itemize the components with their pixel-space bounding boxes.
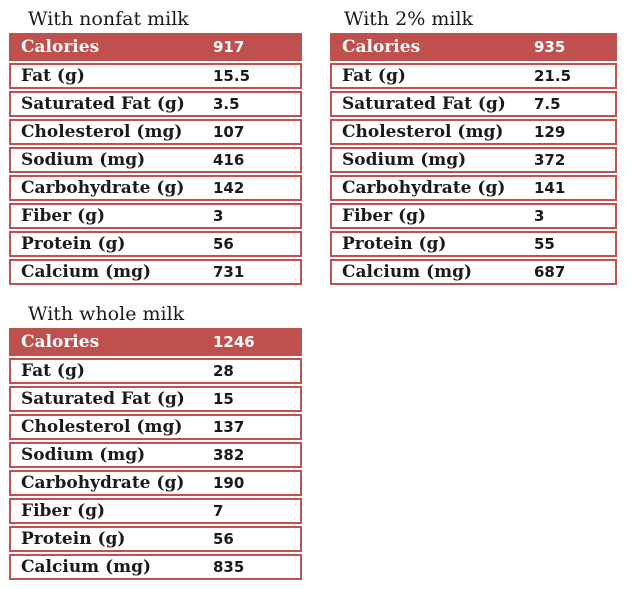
row-label: Protein (g) — [342, 234, 447, 254]
table-row: Sodium (mg) 372 — [330, 147, 617, 173]
row-value: 731 — [213, 263, 245, 281]
table-row: Protein (g) 55 — [330, 231, 617, 257]
row-value: 3 — [534, 207, 545, 225]
nutrition-table-nonfat-milk: With nonfat milk Calories 917 Fat (g) 15… — [9, 7, 302, 285]
row-value: 835 — [213, 558, 245, 576]
row-label: Carbohydrate (g) — [21, 473, 185, 493]
table-row: Carbohydrate (g) 142 — [9, 175, 302, 201]
header-label: Calories — [21, 37, 100, 57]
row-label: Cholesterol (mg) — [342, 122, 504, 142]
row-value: 3.5 — [213, 95, 240, 113]
row-label: Calcium (mg) — [342, 262, 473, 282]
row-label: Fat (g) — [342, 66, 406, 86]
header-value: 917 — [213, 38, 245, 56]
table-row: Fiber (g) 3 — [330, 203, 617, 229]
row-value: 382 — [213, 446, 245, 464]
row-value: 15.5 — [213, 67, 251, 85]
row-value: 56 — [213, 235, 234, 253]
table-header-row: Calories 1246 — [9, 328, 302, 356]
row-label: Cholesterol (mg) — [21, 417, 183, 437]
row-label: Saturated Fat (g) — [21, 389, 185, 409]
row-value: 190 — [213, 474, 245, 492]
row-value: 416 — [213, 151, 245, 169]
table-row: Protein (g) 56 — [9, 526, 302, 552]
table-row: Cholesterol (mg) 107 — [9, 119, 302, 145]
row-value: 3 — [213, 207, 224, 225]
table-row: Fiber (g) 7 — [9, 498, 302, 524]
table-row: Fat (g) 15.5 — [9, 63, 302, 89]
table-row: Protein (g) 56 — [9, 231, 302, 257]
row-label: Protein (g) — [21, 234, 126, 254]
row-value: 129 — [534, 123, 566, 141]
row-label: Carbohydrate (g) — [342, 178, 506, 198]
row-label: Carbohydrate (g) — [21, 178, 185, 198]
row-label: Fiber (g) — [21, 501, 106, 521]
table-row: Cholesterol (mg) 137 — [9, 414, 302, 440]
table-row: Calcium (mg) 835 — [9, 554, 302, 580]
header-value: 935 — [534, 38, 566, 56]
table-row: Fat (g) 28 — [9, 358, 302, 384]
nutrition-table-whole-milk: With whole milk Calories 1246 Fat (g) 28… — [9, 302, 302, 580]
row-label: Sodium (mg) — [342, 150, 467, 170]
table-title: With 2% milk — [344, 8, 474, 30]
row-value: 7 — [213, 502, 224, 520]
row-label: Saturated Fat (g) — [21, 94, 185, 114]
row-label: Fiber (g) — [342, 206, 427, 226]
table-row: Carbohydrate (g) 190 — [9, 470, 302, 496]
row-value: 142 — [213, 179, 245, 197]
row-label: Sodium (mg) — [21, 445, 146, 465]
table-row: Saturated Fat (g) 15 — [9, 386, 302, 412]
table-row: Sodium (mg) 382 — [9, 442, 302, 468]
row-value: 56 — [213, 530, 234, 548]
row-label: Cholesterol (mg) — [21, 122, 183, 142]
row-value: 15 — [213, 390, 234, 408]
row-label: Protein (g) — [21, 529, 126, 549]
row-value: 28 — [213, 362, 234, 380]
row-value: 7.5 — [534, 95, 561, 113]
row-value: 687 — [534, 263, 566, 281]
row-value: 107 — [213, 123, 245, 141]
table-title: With whole milk — [28, 303, 185, 325]
table-row: Sodium (mg) 416 — [9, 147, 302, 173]
row-label: Fiber (g) — [21, 206, 106, 226]
row-value: 137 — [213, 418, 245, 436]
row-value: 55 — [534, 235, 555, 253]
table-row: Saturated Fat (g) 7.5 — [330, 91, 617, 117]
row-label: Calcium (mg) — [21, 557, 152, 577]
row-label: Sodium (mg) — [21, 150, 146, 170]
table-header-row: Calories 917 — [9, 33, 302, 61]
table-row: Fat (g) 21.5 — [330, 63, 617, 89]
table-row: Calcium (mg) 731 — [9, 259, 302, 285]
table-row: Fiber (g) 3 — [9, 203, 302, 229]
header-label: Calories — [342, 37, 421, 57]
table-row: Cholesterol (mg) 129 — [330, 119, 617, 145]
row-label: Fat (g) — [21, 361, 85, 381]
header-label: Calories — [21, 332, 100, 352]
row-value: 141 — [534, 179, 566, 197]
row-label: Calcium (mg) — [21, 262, 152, 282]
table-row: Saturated Fat (g) 3.5 — [9, 91, 302, 117]
table-title: With nonfat milk — [28, 8, 189, 30]
table-row: Calcium (mg) 687 — [330, 259, 617, 285]
header-value: 1246 — [213, 333, 255, 351]
table-row: Carbohydrate (g) 141 — [330, 175, 617, 201]
row-value: 21.5 — [534, 67, 572, 85]
row-label: Saturated Fat (g) — [342, 94, 506, 114]
row-value: 372 — [534, 151, 566, 169]
table-header-row: Calories 935 — [330, 33, 617, 61]
nutrition-table-2pct-milk: With 2% milk Calories 935 Fat (g) 21.5 S… — [330, 7, 617, 285]
row-label: Fat (g) — [21, 66, 85, 86]
